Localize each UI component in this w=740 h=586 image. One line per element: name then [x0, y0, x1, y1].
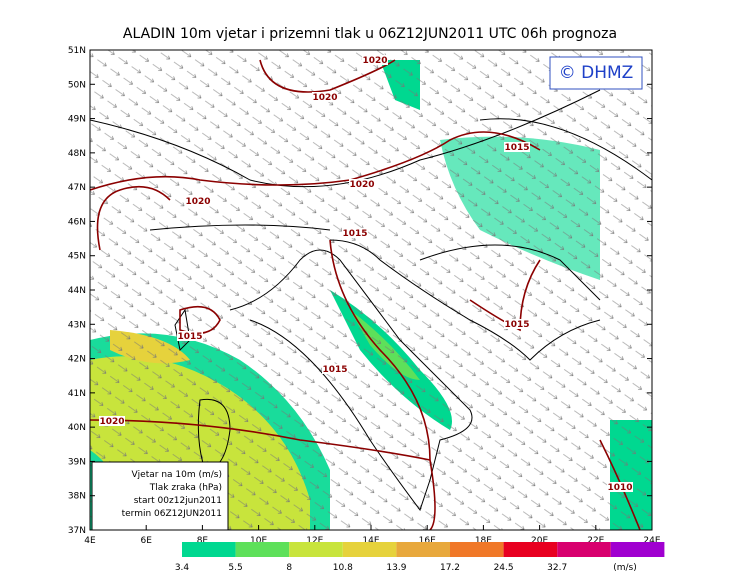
lat-label: 45N [68, 252, 86, 262]
info-line: Vjetar na 10m (m/s) [132, 470, 222, 480]
lat-label: 42N [68, 355, 86, 365]
lon-label: 8E [197, 536, 209, 546]
lon-label: 12E [306, 536, 323, 546]
legend-swatch [235, 542, 290, 557]
isobar-label-bg [342, 228, 368, 238]
lat-label: 51N [68, 46, 86, 56]
badge-box [549, 56, 643, 90]
isobar-label: 1010 [607, 483, 632, 493]
legend-swatch [396, 542, 450, 557]
title: ALADIN 10m vjetar i prizemni tlak u 06Z1… [123, 26, 617, 42]
lat-label: 49N [68, 115, 86, 125]
legend-swatch [342, 542, 397, 557]
lon-label: 24E [643, 536, 660, 546]
info-line: start 00z12jun2011 [134, 496, 222, 506]
isobar-label-bg [312, 92, 338, 102]
isobar-label: 1020 [312, 93, 337, 103]
isobar-label: 1015 [322, 365, 347, 375]
legend-unit: (m/s) [613, 563, 637, 573]
isobar-label-bg [504, 319, 530, 329]
lat-label: 37N [68, 526, 86, 536]
isobar-label-bg [349, 179, 375, 189]
legend-swatch [610, 542, 665, 557]
lat-label: 41N [68, 389, 86, 399]
lat-label: 39N [68, 457, 86, 467]
isobar-label: 1020 [349, 180, 374, 190]
lat-label: 50N [68, 80, 86, 90]
isobar-label-bg [177, 331, 203, 341]
legend-value: 13.9 [386, 563, 406, 573]
legend-value: 5.5 [228, 563, 242, 573]
legend-value: 24.5 [494, 563, 514, 573]
lat-label: 40N [68, 423, 86, 433]
isobar-label: 1020 [362, 56, 387, 66]
lon-label: 16E [419, 536, 436, 546]
isobar-label-bg [504, 142, 530, 152]
legend-value: 10.8 [333, 563, 353, 573]
isobar-label: 1015 [177, 332, 202, 342]
isobar-label-bg [607, 482, 633, 492]
legend-value: 8 [286, 563, 292, 573]
legend-swatch [182, 542, 236, 557]
legend-swatch [557, 542, 611, 557]
lon-label: 22E [587, 536, 604, 546]
lat-label: 43N [68, 320, 86, 330]
isobar-label: 1015 [342, 229, 367, 239]
legend-value: 17.2 [440, 563, 460, 573]
info-line: Tlak zraka (hPa) [149, 483, 222, 493]
lon-label: 4E [84, 536, 96, 546]
lon-label: 20E [531, 536, 548, 546]
legend-swatch [450, 542, 504, 557]
isobar-label-bg [185, 196, 211, 206]
lat-label: 46N [68, 217, 86, 227]
lat-label: 38N [68, 492, 86, 502]
lon-label: 14E [362, 536, 379, 546]
isobar-label-bg [362, 55, 388, 65]
legend-value: 32.7 [547, 563, 567, 573]
lat-label: 48N [68, 149, 86, 159]
isobar-label: 1020 [185, 197, 210, 207]
info-line: termin 06Z12JUN2011 [122, 509, 222, 519]
lat-label: 47N [68, 183, 86, 193]
info-box [91, 461, 229, 531]
isobar-label: 1020 [99, 417, 124, 427]
isobar-label-bg [322, 364, 348, 374]
lon-label: 18E [475, 536, 492, 546]
isobar-label: 1015 [504, 320, 529, 330]
lon-label: 10E [250, 536, 267, 546]
isobar-label-bg [99, 416, 125, 426]
legend-swatch [503, 542, 558, 557]
lon-label: 6E [140, 536, 152, 546]
lat-label: 44N [68, 286, 86, 296]
isobar-label: 1015 [504, 143, 529, 153]
legend-swatch [289, 542, 343, 557]
map [90, 50, 652, 530]
badge: © DHMZ [559, 63, 634, 83]
legend-value: 3.4 [175, 563, 190, 573]
